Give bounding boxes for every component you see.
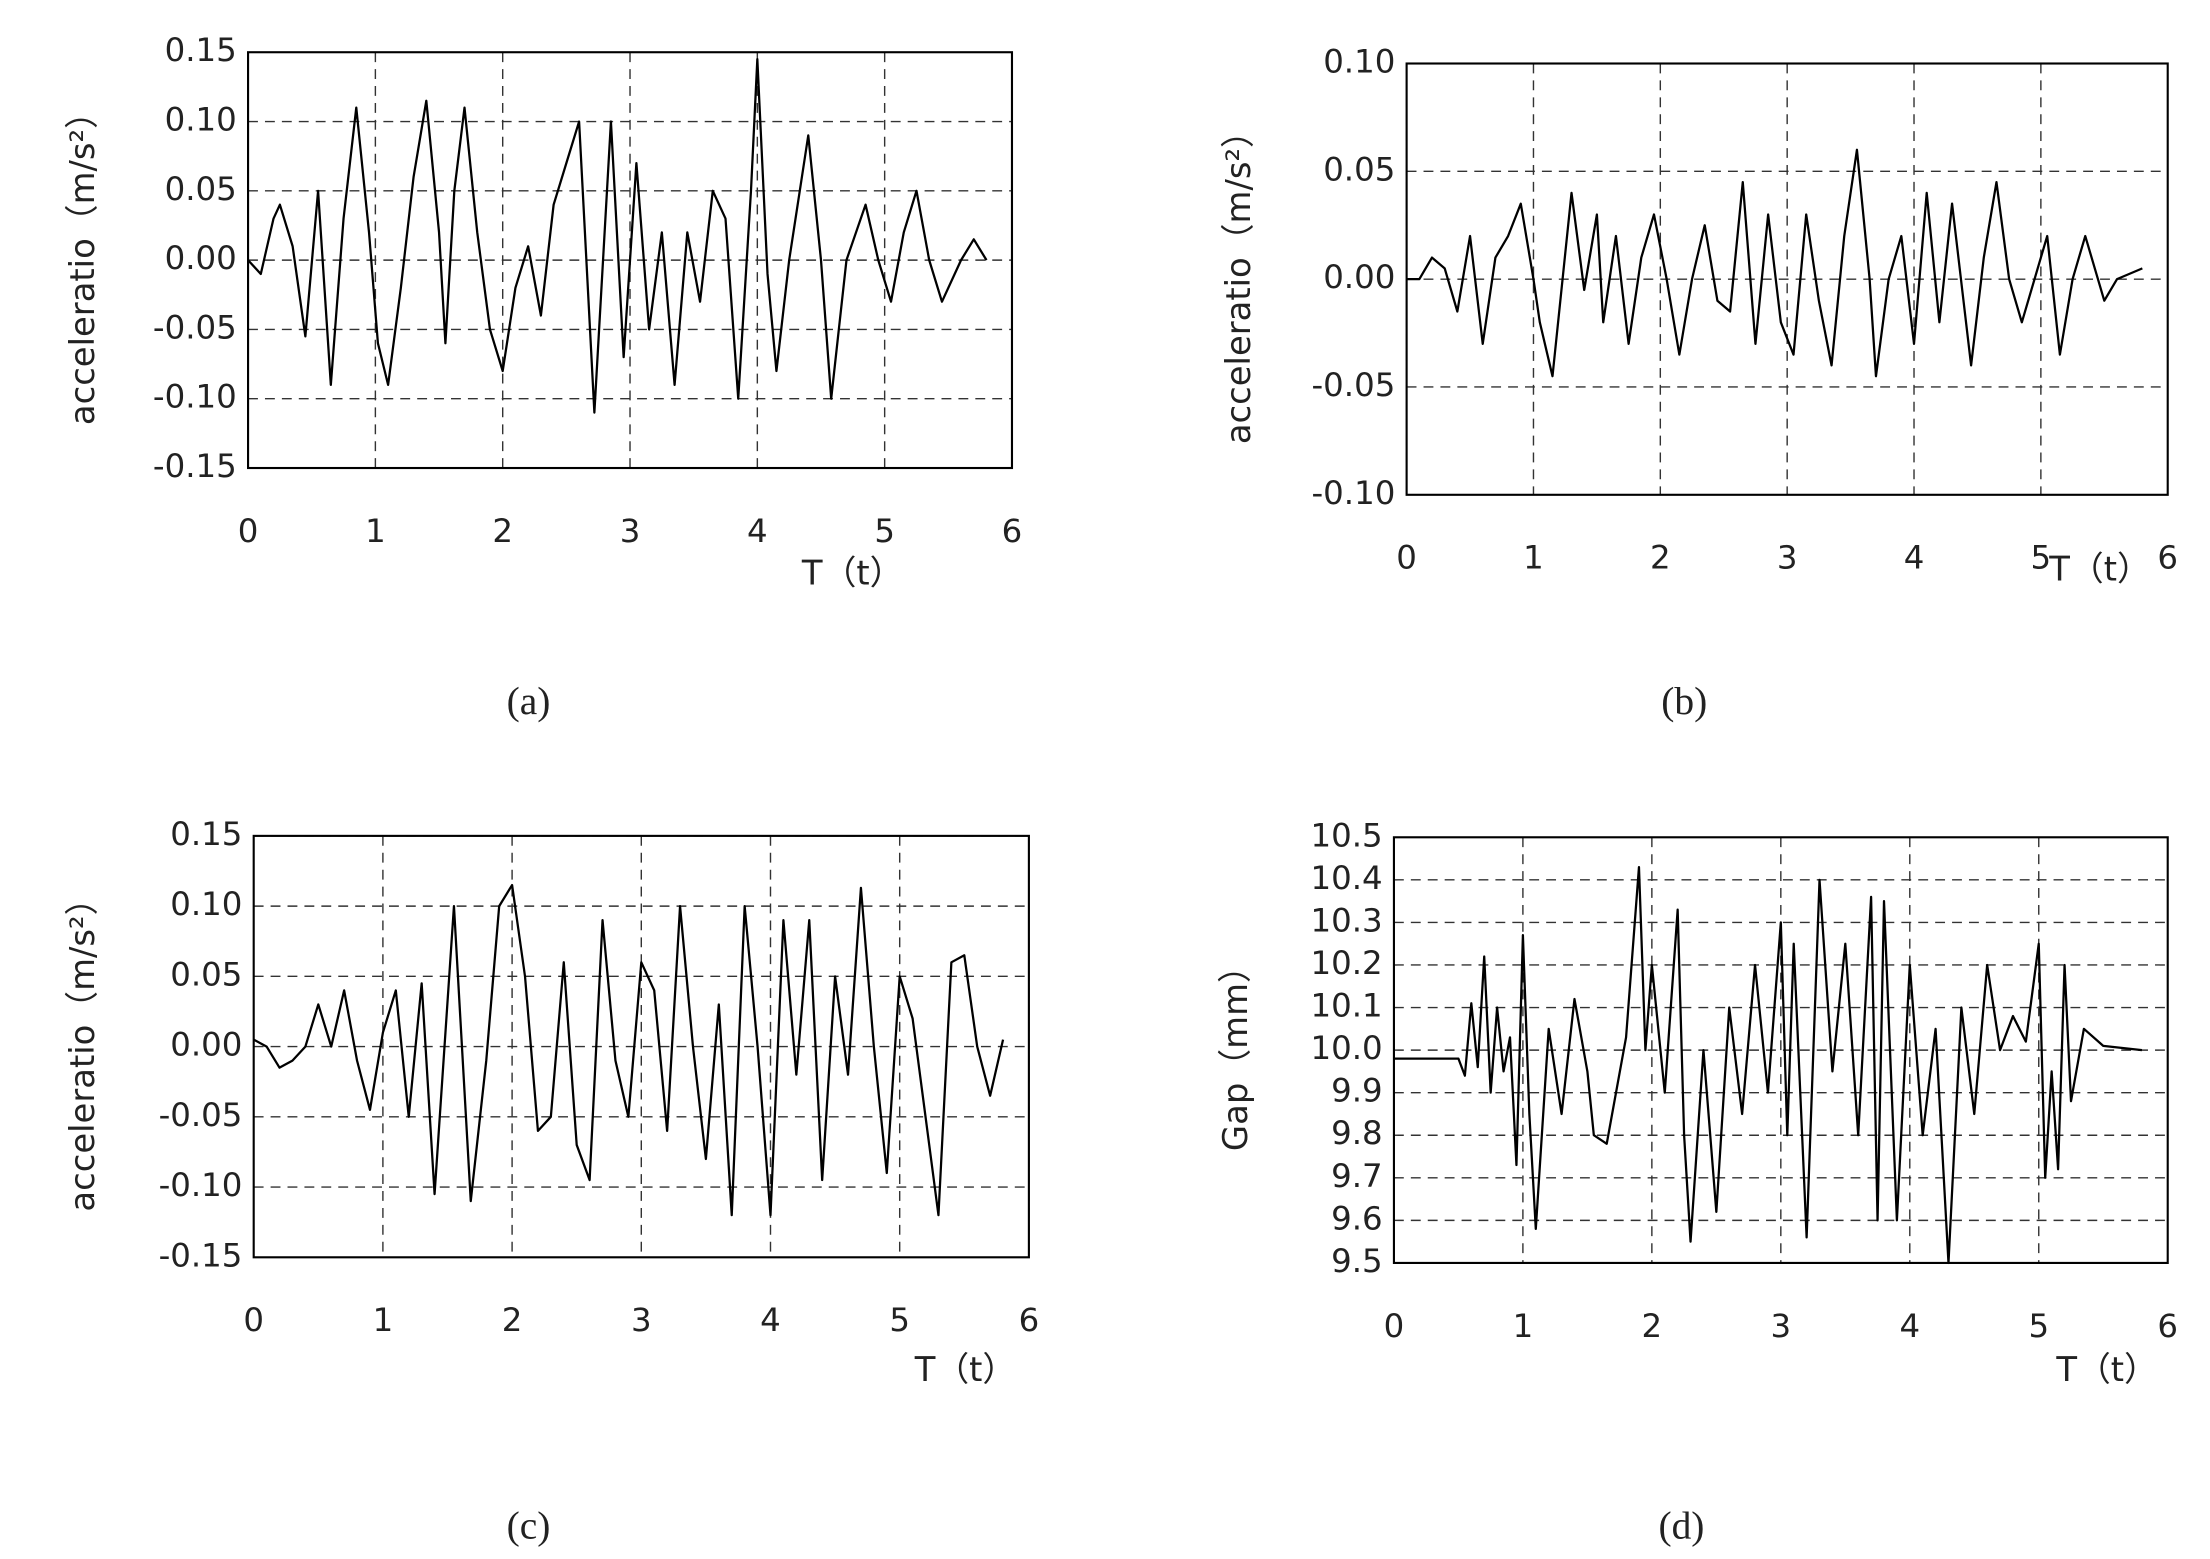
x-tick-label: 5 — [889, 1301, 910, 1339]
y-tick-label: 9.8 — [1331, 1114, 1383, 1152]
x-tick-label: 5 — [2031, 539, 2052, 577]
x-tick-label: 6 — [2157, 539, 2178, 577]
data-line — [253, 883, 1005, 1217]
y-tick-label: 0.15 — [165, 31, 237, 69]
x-tick-label: 2 — [1650, 539, 1671, 577]
y-tick-label: 10.5 — [1311, 816, 1383, 854]
plot-frame — [1392, 836, 2169, 1264]
caption: (a) — [507, 679, 551, 723]
x-tick-label: 1 — [373, 1301, 394, 1339]
x-tick-label: 6 — [1002, 512, 1023, 550]
x-tick-label: 4 — [1899, 1307, 1920, 1345]
y-tick-label: -0.10 — [1311, 474, 1395, 512]
x-tick-label: 0 — [238, 512, 259, 550]
caption: (d) — [1658, 1503, 1704, 1547]
y-tick-label: 0.10 — [165, 101, 237, 139]
y-tick-label: 10.0 — [1311, 1029, 1383, 1067]
x-tick-label: 3 — [631, 1301, 652, 1339]
y-tick-label: 0.15 — [170, 815, 242, 853]
y-axis-label: acceleratio（m/s²） — [63, 882, 102, 1212]
x-tick-label: 3 — [1777, 539, 1798, 577]
y-tick-label: 10.4 — [1311, 859, 1383, 897]
x-tick-label: 6 — [1019, 1301, 1040, 1339]
y-tick-label: 10.1 — [1311, 987, 1383, 1025]
y-tick-label: -0.10 — [153, 378, 237, 416]
y-tick-label: -0.15 — [153, 447, 237, 485]
y-tick-label: 9.6 — [1331, 1199, 1383, 1237]
caption: (b) — [1661, 679, 1707, 723]
x-axis-label: T（t） — [801, 554, 904, 593]
y-axis-label: acceleratio（m/s²） — [63, 95, 102, 425]
y-tick-label: 0.10 — [1323, 43, 1395, 81]
x-axis-label: T（t） — [2048, 549, 2151, 588]
x-tick-label: 2 — [492, 512, 513, 550]
x-tick-label: 3 — [620, 512, 641, 550]
x-tick-label: 5 — [874, 512, 895, 550]
plot-frame — [252, 834, 1030, 1259]
data-line — [1406, 148, 2143, 378]
y-tick-label: 10.3 — [1311, 901, 1383, 939]
data-line — [247, 58, 988, 414]
x-axis-label: T（t） — [2055, 1350, 2158, 1389]
y-axis-label: Gap（mm） — [1216, 949, 1255, 1151]
y-tick-label: 0.05 — [165, 170, 237, 208]
y-axis-label: acceleratio（m/s²） — [1219, 114, 1258, 444]
x-tick-label: 3 — [1771, 1307, 1792, 1345]
y-tick-label: 0.05 — [170, 955, 242, 993]
x-tick-label: 1 — [1513, 1307, 1534, 1345]
x-tick-label: 4 — [747, 512, 768, 550]
y-tick-label: 0.00 — [1323, 258, 1395, 296]
x-tick-label: 2 — [1642, 1307, 1663, 1345]
y-tick-label: 0.00 — [165, 239, 237, 277]
x-tick-label: 5 — [2028, 1307, 2049, 1345]
y-tick-label: 9.7 — [1331, 1157, 1383, 1195]
y-tick-label: -0.05 — [153, 308, 237, 346]
x-tick-label: 0 — [243, 1301, 264, 1339]
x-tick-label: 2 — [502, 1301, 523, 1339]
x-tick-label: 1 — [365, 512, 386, 550]
y-tick-label: 10.2 — [1311, 944, 1383, 982]
y-tick-label: 0.05 — [1323, 150, 1395, 188]
y-tick-label: 9.5 — [1331, 1242, 1383, 1280]
x-tick-label: 4 — [760, 1301, 781, 1339]
x-tick-label: 0 — [1384, 1307, 1405, 1345]
y-tick-label: -0.05 — [1311, 366, 1395, 404]
y-tick-label: 0.10 — [170, 885, 242, 923]
y-tick-label: 0.00 — [170, 1026, 242, 1064]
x-tick-label: 4 — [1904, 539, 1925, 577]
x-tick-label: 0 — [1396, 539, 1417, 577]
x-tick-label: 1 — [1523, 539, 1544, 577]
y-tick-label: 9.9 — [1331, 1072, 1383, 1110]
y-tick-label: -0.15 — [159, 1236, 243, 1274]
y-tick-label: -0.10 — [159, 1166, 243, 1204]
y-tick-label: -0.05 — [159, 1096, 243, 1134]
x-tick-label: 6 — [2157, 1307, 2178, 1345]
caption: (c) — [507, 1503, 551, 1547]
x-axis-label: T（t） — [914, 1350, 1017, 1389]
data-line — [1393, 865, 2143, 1265]
